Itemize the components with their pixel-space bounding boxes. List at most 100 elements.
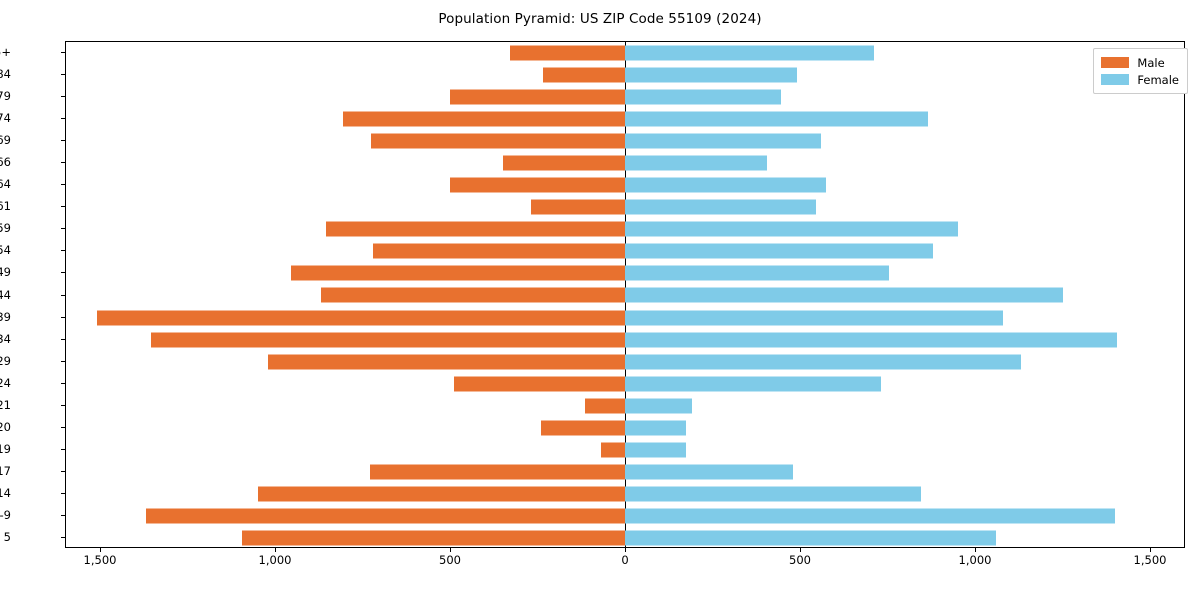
bar-female-65-66[interactable] [625, 155, 767, 171]
bar-male-75-79[interactable] [450, 89, 625, 105]
y-tick-label: 70-74 [0, 111, 11, 126]
y-tick-label: 67-69 [0, 133, 11, 148]
y-tick-mark [61, 361, 65, 362]
y-tick-label: 21 [0, 397, 11, 412]
bar-male-60-61[interactable] [530, 199, 625, 215]
bar-female-10-14[interactable] [625, 486, 921, 502]
bar-female-45-49[interactable] [625, 265, 890, 281]
y-tick-mark [61, 140, 65, 141]
x-tick-label: 500 [439, 553, 461, 567]
bar-male-15-17[interactable] [369, 464, 625, 480]
bar-female-21[interactable] [625, 398, 692, 414]
y-tick-mark [61, 118, 65, 119]
y-tick-mark [61, 184, 65, 185]
bar-male-20[interactable] [541, 420, 625, 436]
bar-male-18-19[interactable] [600, 442, 625, 458]
x-tick-label: 1,500 [1133, 553, 1167, 567]
pyramid-row [66, 307, 1184, 329]
y-tick-label: 80-84 [0, 67, 11, 82]
bar-male-22-24[interactable] [453, 376, 625, 392]
pyramid-row [66, 86, 1184, 108]
y-tick-mark [61, 493, 65, 494]
bar-female-25-29[interactable] [625, 354, 1021, 370]
pyramid-row [66, 196, 1184, 218]
x-tick-mark [800, 548, 801, 552]
bar-female-60-61[interactable] [625, 199, 816, 215]
bar-male-25-29[interactable] [268, 354, 625, 370]
y-tick-label: 22-24 [0, 375, 11, 390]
bar-female-55-59[interactable] [625, 221, 958, 237]
pyramid-row [66, 395, 1184, 417]
bar-male-70-74[interactable] [343, 111, 625, 127]
y-tick-mark [61, 427, 65, 428]
y-tick-label: 18-19 [0, 441, 11, 456]
pyramid-row [66, 329, 1184, 351]
bar-female-40-44[interactable] [625, 287, 1063, 303]
y-tick-label: 45-49 [0, 265, 11, 280]
bar-female-30-34[interactable] [625, 332, 1117, 348]
chart-legend: Male Female [1093, 48, 1188, 94]
y-tick-label: Under 5 [0, 529, 11, 544]
pyramid-row [66, 351, 1184, 373]
y-tick-label: 30-34 [0, 331, 11, 346]
bar-female-35-39[interactable] [625, 310, 1003, 326]
bar-male-30-34[interactable] [150, 332, 625, 348]
y-tick-mark [61, 228, 65, 229]
y-tick-mark [61, 52, 65, 53]
legend-label-female: Female [1137, 72, 1179, 87]
y-tick-label: 15-17 [0, 463, 11, 478]
bar-male-50-54[interactable] [373, 243, 625, 259]
bar-male-45-49[interactable] [290, 265, 625, 281]
bar-female-80-84[interactable] [625, 67, 797, 83]
bar-male-21[interactable] [584, 398, 625, 414]
pyramid-row [66, 483, 1184, 505]
bar-male-10-14[interactable] [257, 486, 625, 502]
bar-female-15-17[interactable] [625, 464, 793, 480]
bar-female-50-54[interactable] [625, 243, 933, 259]
bar-female-70-74[interactable] [625, 111, 928, 127]
bar-male-85-[interactable] [509, 45, 625, 61]
bar-female-85-[interactable] [625, 45, 874, 61]
y-tick-label: 5-9 [0, 507, 11, 522]
y-tick-label: 65-66 [0, 155, 11, 170]
bar-female-62-64[interactable] [625, 177, 827, 193]
bar-female-22-24[interactable] [625, 376, 881, 392]
bar-male-62-64[interactable] [450, 177, 625, 193]
y-tick-mark [61, 383, 65, 384]
pyramid-row [66, 130, 1184, 152]
bar-male-5-9[interactable] [145, 508, 625, 524]
bar-male-under-5[interactable] [241, 530, 625, 546]
bar-male-55-59[interactable] [325, 221, 625, 237]
bar-male-67-69[interactable] [371, 133, 625, 149]
legend-item-male[interactable]: Male [1101, 54, 1179, 71]
bar-male-80-84[interactable] [542, 67, 625, 83]
chart-title: Population Pyramid: US ZIP Code 55109 (2… [438, 11, 762, 27]
pyramid-row [66, 439, 1184, 461]
bar-female-5-9[interactable] [625, 508, 1115, 524]
y-tick-mark [61, 96, 65, 97]
y-tick-label: 55-59 [0, 221, 11, 236]
x-tick-mark [975, 548, 976, 552]
y-tick-label: 10-14 [0, 485, 11, 500]
y-tick-mark [61, 206, 65, 207]
legend-item-female[interactable]: Female [1101, 71, 1179, 88]
pyramid-row [66, 417, 1184, 439]
bar-male-65-66[interactable] [502, 155, 625, 171]
bar-female-75-79[interactable] [625, 89, 781, 105]
x-tick-mark [275, 548, 276, 552]
bar-female-67-69[interactable] [625, 133, 821, 149]
y-tick-mark [61, 250, 65, 251]
pyramid-row [66, 64, 1184, 86]
bar-female-18-19[interactable] [625, 442, 687, 458]
y-tick-label: 75-79 [0, 89, 11, 104]
pyramid-row [66, 505, 1184, 527]
y-tick-label: 60-61 [0, 199, 11, 214]
bar-female-20[interactable] [625, 420, 687, 436]
y-tick-mark [61, 317, 65, 318]
bar-male-40-44[interactable] [320, 287, 625, 303]
pyramid-row [66, 373, 1184, 395]
x-tick-label: 1,500 [83, 553, 117, 567]
bar-female-under-5[interactable] [625, 530, 996, 546]
y-tick-mark [61, 162, 65, 163]
bar-male-35-39[interactable] [96, 310, 625, 326]
